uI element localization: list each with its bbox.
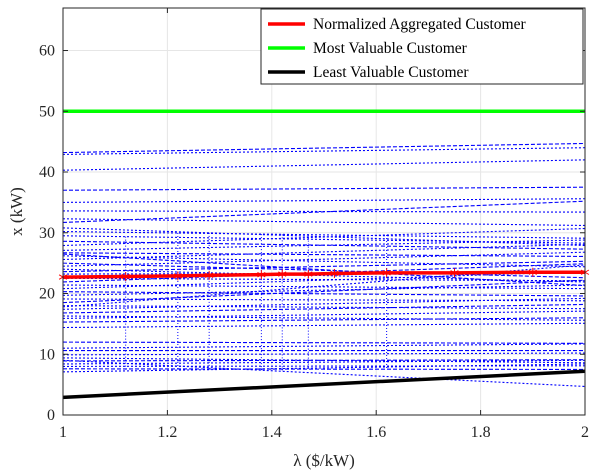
asterisk-marker	[450, 268, 459, 278]
customer-line	[62, 255, 586, 268]
customer-line	[62, 365, 586, 367]
customer-line	[62, 359, 586, 387]
customer-line	[62, 315, 586, 321]
customer-line	[62, 305, 586, 310]
asterisk-marker	[330, 268, 339, 278]
y-tick-label: 60	[39, 43, 55, 60]
customer-line	[62, 260, 586, 273]
least-valuable-customer-line	[62, 369, 586, 400]
customer-line	[62, 291, 586, 297]
customer-line	[62, 298, 586, 302]
customer-line	[62, 359, 586, 362]
x-tick-label: 1.8	[471, 424, 491, 441]
customer-line	[62, 343, 586, 349]
x-tick-label: 2	[581, 424, 589, 441]
legend: Normalized Aggregated Customer Most Valua…	[260, 8, 584, 85]
x-tick-label: 1	[59, 424, 67, 441]
customer-line	[62, 271, 586, 290]
legend-label: Least Valuable Customer	[313, 64, 469, 81]
customer-line	[62, 253, 586, 287]
customer-line	[62, 284, 586, 296]
customer-line	[62, 268, 586, 283]
customer-line	[62, 252, 586, 258]
normalized-aggregated-customer-line	[62, 270, 585, 279]
customer-line	[62, 297, 586, 310]
plot-frame	[62, 7, 586, 416]
y-tick-label: 10	[39, 346, 55, 363]
y-tick-label: 0	[47, 407, 55, 424]
asterisk-marker	[205, 270, 214, 280]
customer-line	[62, 227, 586, 247]
customer-line	[62, 303, 586, 314]
customer-line	[62, 142, 586, 154]
asterisk-marker	[121, 271, 130, 281]
asterisk-stroke	[450, 270, 459, 276]
x-tick-label: 1.6	[366, 424, 386, 441]
y-tick-label: 20	[39, 286, 55, 303]
customer-line	[62, 363, 586, 373]
customer-line	[62, 310, 586, 319]
asterisk-stroke	[173, 273, 182, 279]
customer-line	[62, 200, 586, 223]
asterisk-marker	[278, 269, 287, 279]
asterisk-stroke	[304, 271, 313, 277]
customer-line	[62, 341, 586, 344]
x-tick-label: 1.2	[157, 424, 177, 441]
customer-line	[62, 262, 586, 279]
asterisk-stroke	[205, 272, 214, 278]
asterisk-stroke	[121, 273, 130, 280]
x-axis-title: λ ($/kW)	[293, 451, 355, 470]
customer-line	[62, 368, 586, 370]
y-tick-label: 40	[39, 164, 55, 181]
customer-line	[62, 239, 586, 251]
asterisk-marker	[257, 270, 266, 280]
legend-label: Most Valuable Customer	[313, 40, 468, 57]
asterisk-stroke	[330, 270, 339, 277]
customer-line	[62, 284, 586, 290]
asterisk-marker	[528, 267, 537, 277]
customer-line	[62, 218, 586, 227]
asterisk-stroke	[257, 271, 266, 278]
x-tick-label: 1.4	[262, 424, 282, 441]
asterisk-marker	[173, 271, 182, 281]
legend-box	[260, 8, 584, 85]
customer-line	[62, 277, 586, 282]
customer-line	[62, 279, 586, 304]
highlight-lines	[58, 109, 590, 400]
asterisk-marker	[304, 269, 313, 279]
customer-line	[62, 186, 586, 191]
customer-line	[62, 198, 586, 203]
asterisk-marker	[382, 268, 391, 278]
customer-line	[62, 235, 586, 244]
y-tick-label: 30	[39, 225, 55, 242]
legend-label: Normalized Aggregated Customer	[313, 16, 526, 33]
asterisk-stroke	[528, 269, 537, 275]
y-axis-title: x (kW)	[7, 187, 26, 236]
customer-line	[62, 159, 586, 171]
y-tick-label: 50	[39, 103, 55, 120]
customer-line	[62, 359, 586, 365]
customer-line	[62, 317, 586, 323]
customer-line	[62, 352, 586, 356]
customer-line	[62, 243, 586, 261]
customer-line	[62, 230, 586, 239]
customer-line	[62, 251, 586, 267]
asterisk-stroke	[278, 271, 287, 277]
customer-line	[62, 322, 586, 329]
customer-lines	[62, 142, 586, 387]
asterisk-stroke	[382, 270, 391, 276]
customer-line	[62, 147, 586, 155]
